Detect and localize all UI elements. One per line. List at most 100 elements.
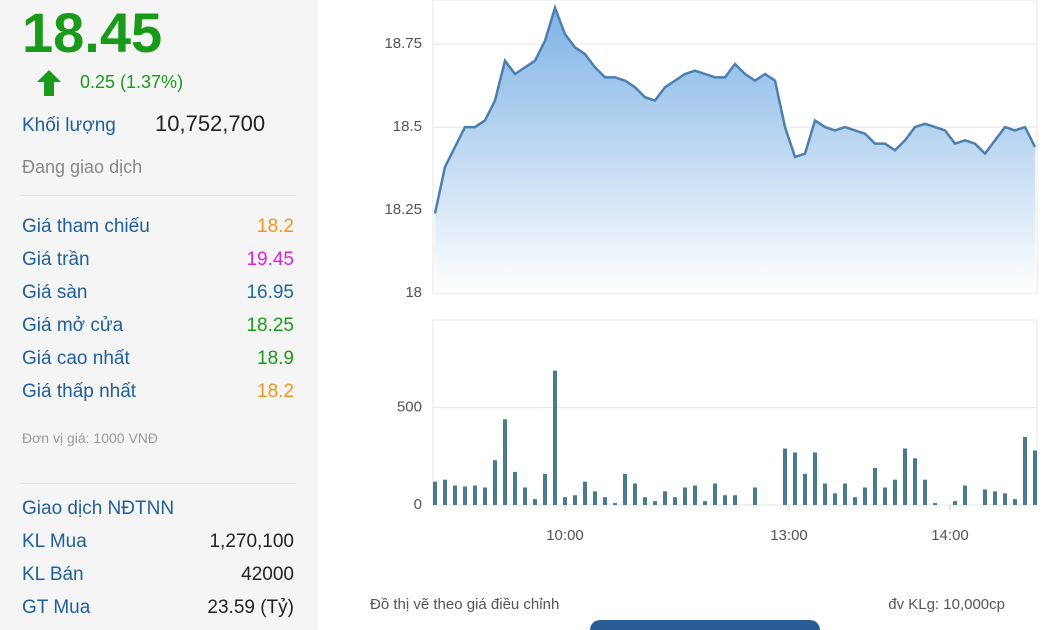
row-value: 18.2 bbox=[257, 216, 294, 237]
bar bbox=[443, 479, 447, 505]
bar bbox=[553, 370, 557, 505]
row-value: 18.9 bbox=[257, 348, 294, 369]
bar bbox=[603, 497, 607, 505]
bar bbox=[823, 483, 827, 505]
bar bbox=[833, 493, 837, 505]
y-tick-label: 18.25 bbox=[384, 201, 422, 218]
row-label: Giá tham chiếu bbox=[22, 216, 150, 237]
bar bbox=[503, 419, 507, 505]
volume: 10,752,700 bbox=[155, 111, 266, 136]
row-label: KL Mua bbox=[22, 531, 87, 552]
bar bbox=[843, 483, 847, 505]
bar bbox=[563, 497, 567, 505]
row-value: 18.2 bbox=[257, 381, 294, 402]
row-value: 23.59 (Tỷ) bbox=[207, 597, 294, 618]
separator bbox=[20, 195, 296, 196]
x-tick-label: 10:00 bbox=[546, 527, 584, 544]
foreign-title: Giao dịch NĐTNN bbox=[22, 498, 175, 519]
bar bbox=[523, 487, 527, 505]
bar bbox=[883, 487, 887, 505]
bar bbox=[873, 468, 877, 505]
row-value: 42000 bbox=[241, 564, 294, 585]
bar bbox=[953, 501, 957, 505]
y-tick-label: 18.75 bbox=[384, 35, 422, 52]
bar bbox=[683, 487, 687, 505]
area bbox=[435, 7, 1035, 294]
bar bbox=[723, 495, 727, 505]
bar bbox=[613, 503, 617, 505]
row-label: Giá cao nhất bbox=[22, 348, 130, 369]
bar bbox=[533, 499, 537, 505]
row-label: Giá thấp nhất bbox=[22, 381, 137, 402]
bar bbox=[803, 473, 807, 505]
bar bbox=[663, 491, 667, 505]
row-value: 16.95 bbox=[246, 282, 294, 303]
bar bbox=[513, 471, 517, 505]
bar bbox=[853, 497, 857, 505]
row-label: GT Mua bbox=[22, 597, 91, 618]
bar bbox=[933, 503, 937, 505]
bar bbox=[463, 486, 467, 505]
bar bbox=[923, 479, 927, 505]
bar bbox=[703, 501, 707, 505]
bar bbox=[753, 487, 757, 505]
bar bbox=[493, 460, 497, 505]
bar bbox=[583, 481, 587, 505]
bar bbox=[573, 495, 577, 505]
volume-label: Khối lượng bbox=[22, 115, 116, 136]
bar bbox=[793, 452, 797, 505]
bar bbox=[693, 485, 697, 505]
bar bbox=[863, 487, 867, 505]
bar bbox=[643, 497, 647, 505]
x-tick-label: 14:00 bbox=[931, 527, 969, 544]
bar bbox=[913, 458, 917, 505]
row-value: 18.25 bbox=[246, 315, 294, 336]
row-label: KL Bán bbox=[22, 564, 84, 585]
bar bbox=[473, 485, 477, 505]
x-tick-label: 13:00 bbox=[770, 527, 808, 544]
note-unit: đv KLg: 10,000cp bbox=[888, 596, 1005, 613]
bar bbox=[543, 473, 547, 505]
up-arrow bbox=[37, 70, 61, 96]
row-value: 1,270,100 bbox=[209, 531, 294, 552]
bar bbox=[813, 452, 817, 505]
bar bbox=[623, 473, 627, 505]
y-tick-label: 500 bbox=[397, 399, 422, 416]
bar bbox=[633, 483, 637, 505]
y-tick-label: 18.5 bbox=[393, 118, 422, 135]
bar bbox=[593, 491, 597, 505]
bar bbox=[1023, 436, 1027, 505]
bar bbox=[673, 497, 677, 505]
bar bbox=[1013, 499, 1017, 505]
volume-frame bbox=[432, 319, 1038, 506]
bar bbox=[733, 495, 737, 505]
bar bbox=[963, 485, 967, 505]
bar bbox=[453, 485, 457, 505]
row-value: 19.45 bbox=[246, 249, 294, 270]
change: 0.25 (1.37%) bbox=[80, 72, 184, 92]
price: 18.45 bbox=[22, 1, 163, 64]
bar bbox=[483, 487, 487, 505]
bar bbox=[783, 448, 787, 505]
status: Đang giao dịch bbox=[22, 157, 143, 177]
y-tick-label: 18 bbox=[405, 284, 422, 301]
button[interactable] bbox=[590, 620, 820, 630]
unit-note: Đơn vị giá: 1000 VNĐ bbox=[22, 430, 159, 446]
bar bbox=[983, 489, 987, 505]
bar bbox=[1033, 450, 1037, 505]
y-tick-label: 0 bbox=[414, 496, 422, 513]
bar bbox=[903, 448, 907, 505]
row-label: Giá trần bbox=[22, 249, 90, 270]
row-label: Giá sàn bbox=[22, 282, 88, 303]
note-adjusted: Đồ thị vẽ theo giá điều chỉnh bbox=[370, 596, 559, 613]
bar bbox=[713, 483, 717, 505]
bar bbox=[993, 491, 997, 505]
bar bbox=[433, 481, 437, 505]
bar bbox=[653, 501, 657, 505]
line bbox=[433, 3, 1037, 214]
bar bbox=[1003, 493, 1007, 505]
quote-panel: 18.45 0.25 (1.37%) Khối lượng 10,752,700… bbox=[0, 0, 318, 630]
row-label: Giá mở cửa bbox=[22, 315, 124, 336]
